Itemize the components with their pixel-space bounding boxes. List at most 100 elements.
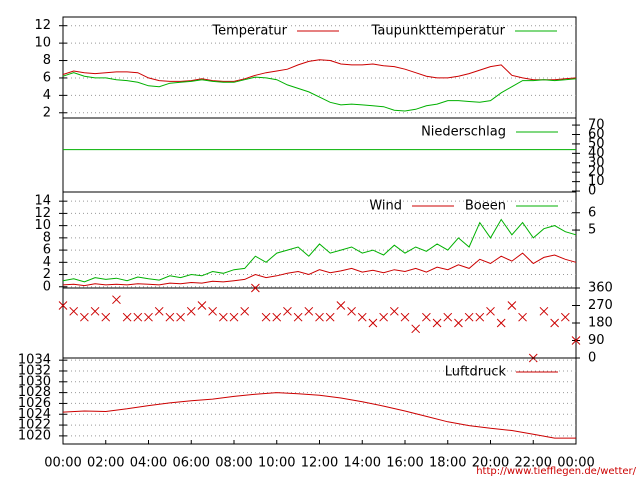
x-tick-label: 22:00	[515, 456, 552, 471]
scatter-point	[486, 306, 495, 316]
y-tick-label: 12	[34, 206, 51, 221]
scatter-point	[101, 312, 111, 322]
y-tick-label: 6	[43, 70, 51, 85]
y-tick-label: 4	[43, 88, 51, 103]
x-tick-label: 18:00	[429, 456, 466, 471]
series-line	[62, 72, 577, 112]
y-tick-label: 1028	[18, 385, 51, 400]
scatter-point	[197, 301, 207, 310]
x-tick-label: 08:00	[215, 456, 252, 471]
scatter-point	[379, 312, 388, 322]
y-tick-label: 60	[588, 127, 605, 142]
legend-label: Wind	[369, 199, 402, 214]
scatter-point	[154, 306, 164, 316]
scatter-point	[550, 318, 559, 328]
y-tick-label: 270	[588, 298, 613, 313]
scatter-point	[165, 312, 175, 322]
scatter-point	[133, 312, 143, 322]
legend-label: Niederschlag	[421, 125, 506, 140]
scatter-point	[518, 312, 527, 322]
y-tick-label: 1034	[18, 353, 51, 368]
y-tick-label: 14	[34, 194, 51, 209]
footer: http://www.tiefflegen.de/wetter/	[476, 466, 636, 477]
y-tick-label: 0	[43, 279, 51, 294]
scatter-point	[272, 312, 282, 322]
y-tick-label: 2	[43, 105, 51, 120]
scatter-point	[571, 336, 581, 345]
scatter-point	[90, 306, 100, 316]
scatter-point	[560, 312, 570, 322]
scatter-point	[283, 306, 292, 316]
scatter-point	[69, 306, 79, 316]
scatter-point	[251, 283, 260, 293]
y-tick-label: 70	[588, 118, 605, 133]
y-tick-label: 40	[588, 146, 605, 161]
series-line	[62, 392, 576, 439]
x-tick-label: 14:00	[344, 456, 381, 471]
scatter-point	[475, 312, 485, 322]
scatter-point	[432, 318, 442, 328]
x-tick-label: 00:00	[44, 456, 81, 471]
scatter-point	[336, 301, 346, 310]
series-line	[62, 252, 577, 287]
y-tick-label: 0	[588, 184, 596, 199]
legend-label: Luftdruck	[445, 365, 507, 380]
scatter-point	[443, 312, 453, 322]
scatter-point	[422, 312, 431, 322]
scatter-point	[144, 312, 153, 322]
scatter-point	[539, 306, 549, 316]
scatter-point	[454, 318, 463, 328]
y-tick-label: 0	[588, 351, 596, 366]
scatter-point	[80, 312, 89, 322]
scatter-point	[208, 306, 217, 316]
scatter-point	[122, 312, 132, 322]
y2-tick-label: 6	[588, 205, 596, 220]
scatter-point	[325, 312, 335, 322]
legend-label: Temperatur	[211, 24, 287, 39]
y-tick-label: 8	[43, 53, 51, 68]
scatter-point	[186, 306, 196, 316]
x-tick-label: 00:00	[557, 456, 594, 471]
x-tick-label: 02:00	[87, 456, 124, 471]
scatter-point	[240, 306, 250, 316]
x-tick-label: 16:00	[386, 456, 423, 471]
y-tick-label: 90	[588, 333, 605, 348]
y2-tick-label: 5	[588, 223, 596, 238]
x-tick-label: 12:00	[301, 456, 338, 471]
y-tick-label: 8	[43, 230, 51, 245]
y-tick-label: 1020	[18, 428, 51, 443]
y-tick-label: 180	[588, 316, 613, 331]
x-tick-label: 20:00	[472, 456, 509, 471]
x-tick-label: 10:00	[258, 456, 295, 471]
scatter-point	[229, 312, 239, 322]
scatter-point	[400, 312, 410, 322]
scatter-point	[315, 312, 324, 322]
y-tick-label: 6	[43, 243, 51, 258]
y-tick-label: 2	[43, 267, 51, 282]
scatter-point	[218, 312, 228, 322]
y-tick-label: 30	[588, 155, 605, 170]
y-tick-label: 10	[34, 218, 51, 233]
scatter-point	[293, 312, 303, 322]
scatter-point	[58, 301, 68, 310]
scatter-point	[389, 306, 399, 316]
y-tick-label: 50	[588, 136, 605, 151]
legend-label: Boeen	[465, 199, 506, 214]
y-tick-label: 12	[34, 18, 51, 33]
scatter-point	[347, 306, 356, 316]
scatter-point	[261, 312, 271, 322]
y-tick-label: 4	[43, 255, 51, 270]
y-tick-label: 1032	[18, 363, 51, 378]
scatter-point	[496, 318, 506, 328]
y-tick-label: 10	[34, 36, 51, 51]
x-tick-label: 06:00	[173, 456, 210, 471]
y-tick-label: 360	[588, 281, 613, 296]
y-tick-label: 1026	[18, 396, 51, 411]
x-tick-label: 04:00	[130, 456, 167, 471]
y-tick-label: 20	[588, 165, 605, 180]
legend-label: Taupunkttemperatur	[371, 24, 506, 39]
scatter-point	[368, 318, 378, 328]
y-tick-label: 10	[588, 174, 605, 189]
